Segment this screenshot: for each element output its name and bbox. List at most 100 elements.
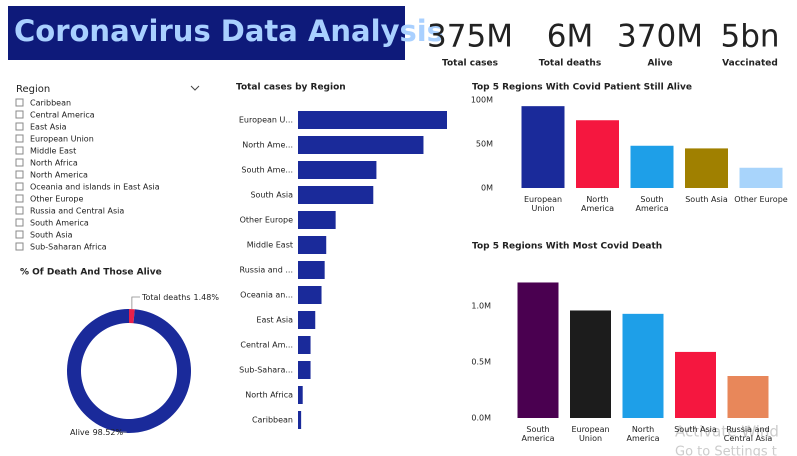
slicer-item[interactable]: South America: [30, 219, 89, 228]
checkbox[interactable]: [15, 110, 24, 119]
bar: [298, 261, 325, 279]
chart-title: Top 5 Regions With Covid Patient Still A…: [472, 83, 692, 93]
checkbox[interactable]: [15, 242, 24, 251]
label-box: Russia and Central Asia: [723, 425, 773, 443]
checkbox[interactable]: [15, 206, 24, 215]
leader-line: [118, 431, 127, 433]
kpi-value: 6M: [547, 19, 593, 55]
bar: [739, 167, 783, 188]
y-tick-label: Russia and ...: [240, 266, 294, 275]
slicer-item[interactable]: Russia and Central Asia: [30, 207, 124, 216]
bar: [298, 311, 316, 329]
kpi-value: 5bn: [720, 19, 779, 55]
y-tick-label: 1.0M: [471, 302, 491, 311]
bar: [685, 148, 728, 188]
watermark: Activate Wind: [675, 423, 779, 441]
kpi-label: Alive: [647, 59, 672, 69]
bar: [630, 145, 674, 188]
slicer-item[interactable]: North Africa: [30, 159, 78, 168]
checkbox[interactable]: [15, 182, 24, 191]
bar: [570, 310, 611, 418]
y-tick-label: European U...: [239, 116, 293, 125]
slicer-item[interactable]: South Asia: [30, 231, 73, 240]
slicer-item[interactable]: Oceania and islands in East Asia: [30, 183, 160, 192]
y-tick-label: 0M: [481, 184, 493, 193]
checkbox[interactable]: [15, 170, 24, 179]
label-box: European Union: [523, 195, 563, 213]
bar: [298, 336, 311, 354]
slicer-item[interactable]: Sub-Saharan Africa: [30, 243, 107, 252]
bar: [298, 211, 336, 229]
y-tick-label: Oceania an...: [240, 291, 293, 300]
x-tick-label: Russia and Central Asia: [723, 425, 773, 443]
slicer-item[interactable]: North America: [30, 171, 88, 180]
label-box: North America: [627, 425, 660, 443]
label-box: South America: [635, 195, 669, 213]
chart-title: Total cases by Region: [236, 83, 346, 93]
slicer-item[interactable]: European Union: [30, 135, 94, 144]
slicer-item[interactable]: Central America: [30, 111, 95, 120]
slicer-item[interactable]: Middle East: [30, 147, 76, 156]
donut-slice: [129, 309, 135, 324]
y-tick-label: North Ame...: [242, 141, 293, 150]
watermark: Go to Settings t: [675, 445, 777, 456]
checkbox[interactable]: [15, 230, 24, 239]
y-tick-label: Central Am...: [240, 341, 293, 350]
category-label: Alive: [70, 428, 90, 437]
y-tick-label: Middle East: [247, 241, 293, 250]
y-tick-label: East Asia: [256, 316, 293, 325]
kpi-value: 370M: [617, 19, 703, 55]
label-box: Other Europe: [734, 195, 788, 204]
kpi-label: Total cases: [442, 59, 498, 69]
data-label: Alive 98.52%: [70, 428, 123, 437]
x-tick-label: South America: [521, 425, 555, 443]
label-box: South Asia: [674, 425, 717, 434]
label-box: European Union: [571, 425, 610, 443]
x-tick-label: North America: [581, 195, 614, 213]
x-tick-label: South Asia: [685, 195, 728, 204]
y-tick-label: 100M: [471, 96, 493, 105]
bar: [298, 136, 424, 154]
bar: [521, 106, 565, 188]
y-tick-label: 0.5M: [471, 358, 491, 367]
slicer-title: Region: [16, 84, 50, 95]
slicer-item[interactable]: Caribbean: [30, 99, 71, 108]
checkbox[interactable]: [15, 134, 24, 143]
bar: [298, 386, 303, 404]
x-tick-label: South America: [635, 195, 669, 213]
x-tick-label: European Union: [523, 195, 563, 213]
kpi-value: 375M: [427, 19, 513, 55]
label-box: North America: [581, 195, 614, 213]
slicer-item[interactable]: Other Europe: [30, 195, 83, 204]
y-tick-label: 50M: [476, 140, 493, 149]
value-label: 1.48%: [194, 293, 220, 302]
x-tick-label: Other Europe: [734, 195, 788, 204]
label-box: South America: [521, 425, 555, 443]
bar: [675, 351, 716, 418]
x-tick-label: South Asia: [674, 425, 717, 434]
leader-line: [131, 296, 140, 310]
checkbox[interactable]: [15, 98, 24, 107]
kpi-label: Vaccinated: [722, 59, 778, 69]
x-tick-label: European Union: [571, 425, 610, 443]
checkbox[interactable]: [15, 194, 24, 203]
title-banner: [8, 6, 405, 60]
checkbox[interactable]: [15, 158, 24, 167]
checkbox[interactable]: [15, 218, 24, 227]
donut-slice: [66, 309, 191, 434]
bar: [298, 111, 447, 129]
category-label: Total deaths: [141, 293, 191, 302]
dashboard-title: Coronavirus Data Analysis: [14, 14, 444, 48]
bar: [576, 120, 619, 188]
bar: [298, 361, 311, 379]
y-tick-label: North Africa: [245, 391, 293, 400]
checkbox[interactable]: [15, 122, 24, 131]
slicer-chevron[interactable]: [190, 85, 200, 91]
bar: [298, 236, 327, 254]
checkbox[interactable]: [15, 146, 24, 155]
slicer-item[interactable]: East Asia: [30, 123, 67, 132]
data-label: Total deaths 1.48%: [141, 293, 219, 302]
bar: [298, 411, 302, 429]
y-tick-label: 0.0M: [471, 414, 491, 423]
